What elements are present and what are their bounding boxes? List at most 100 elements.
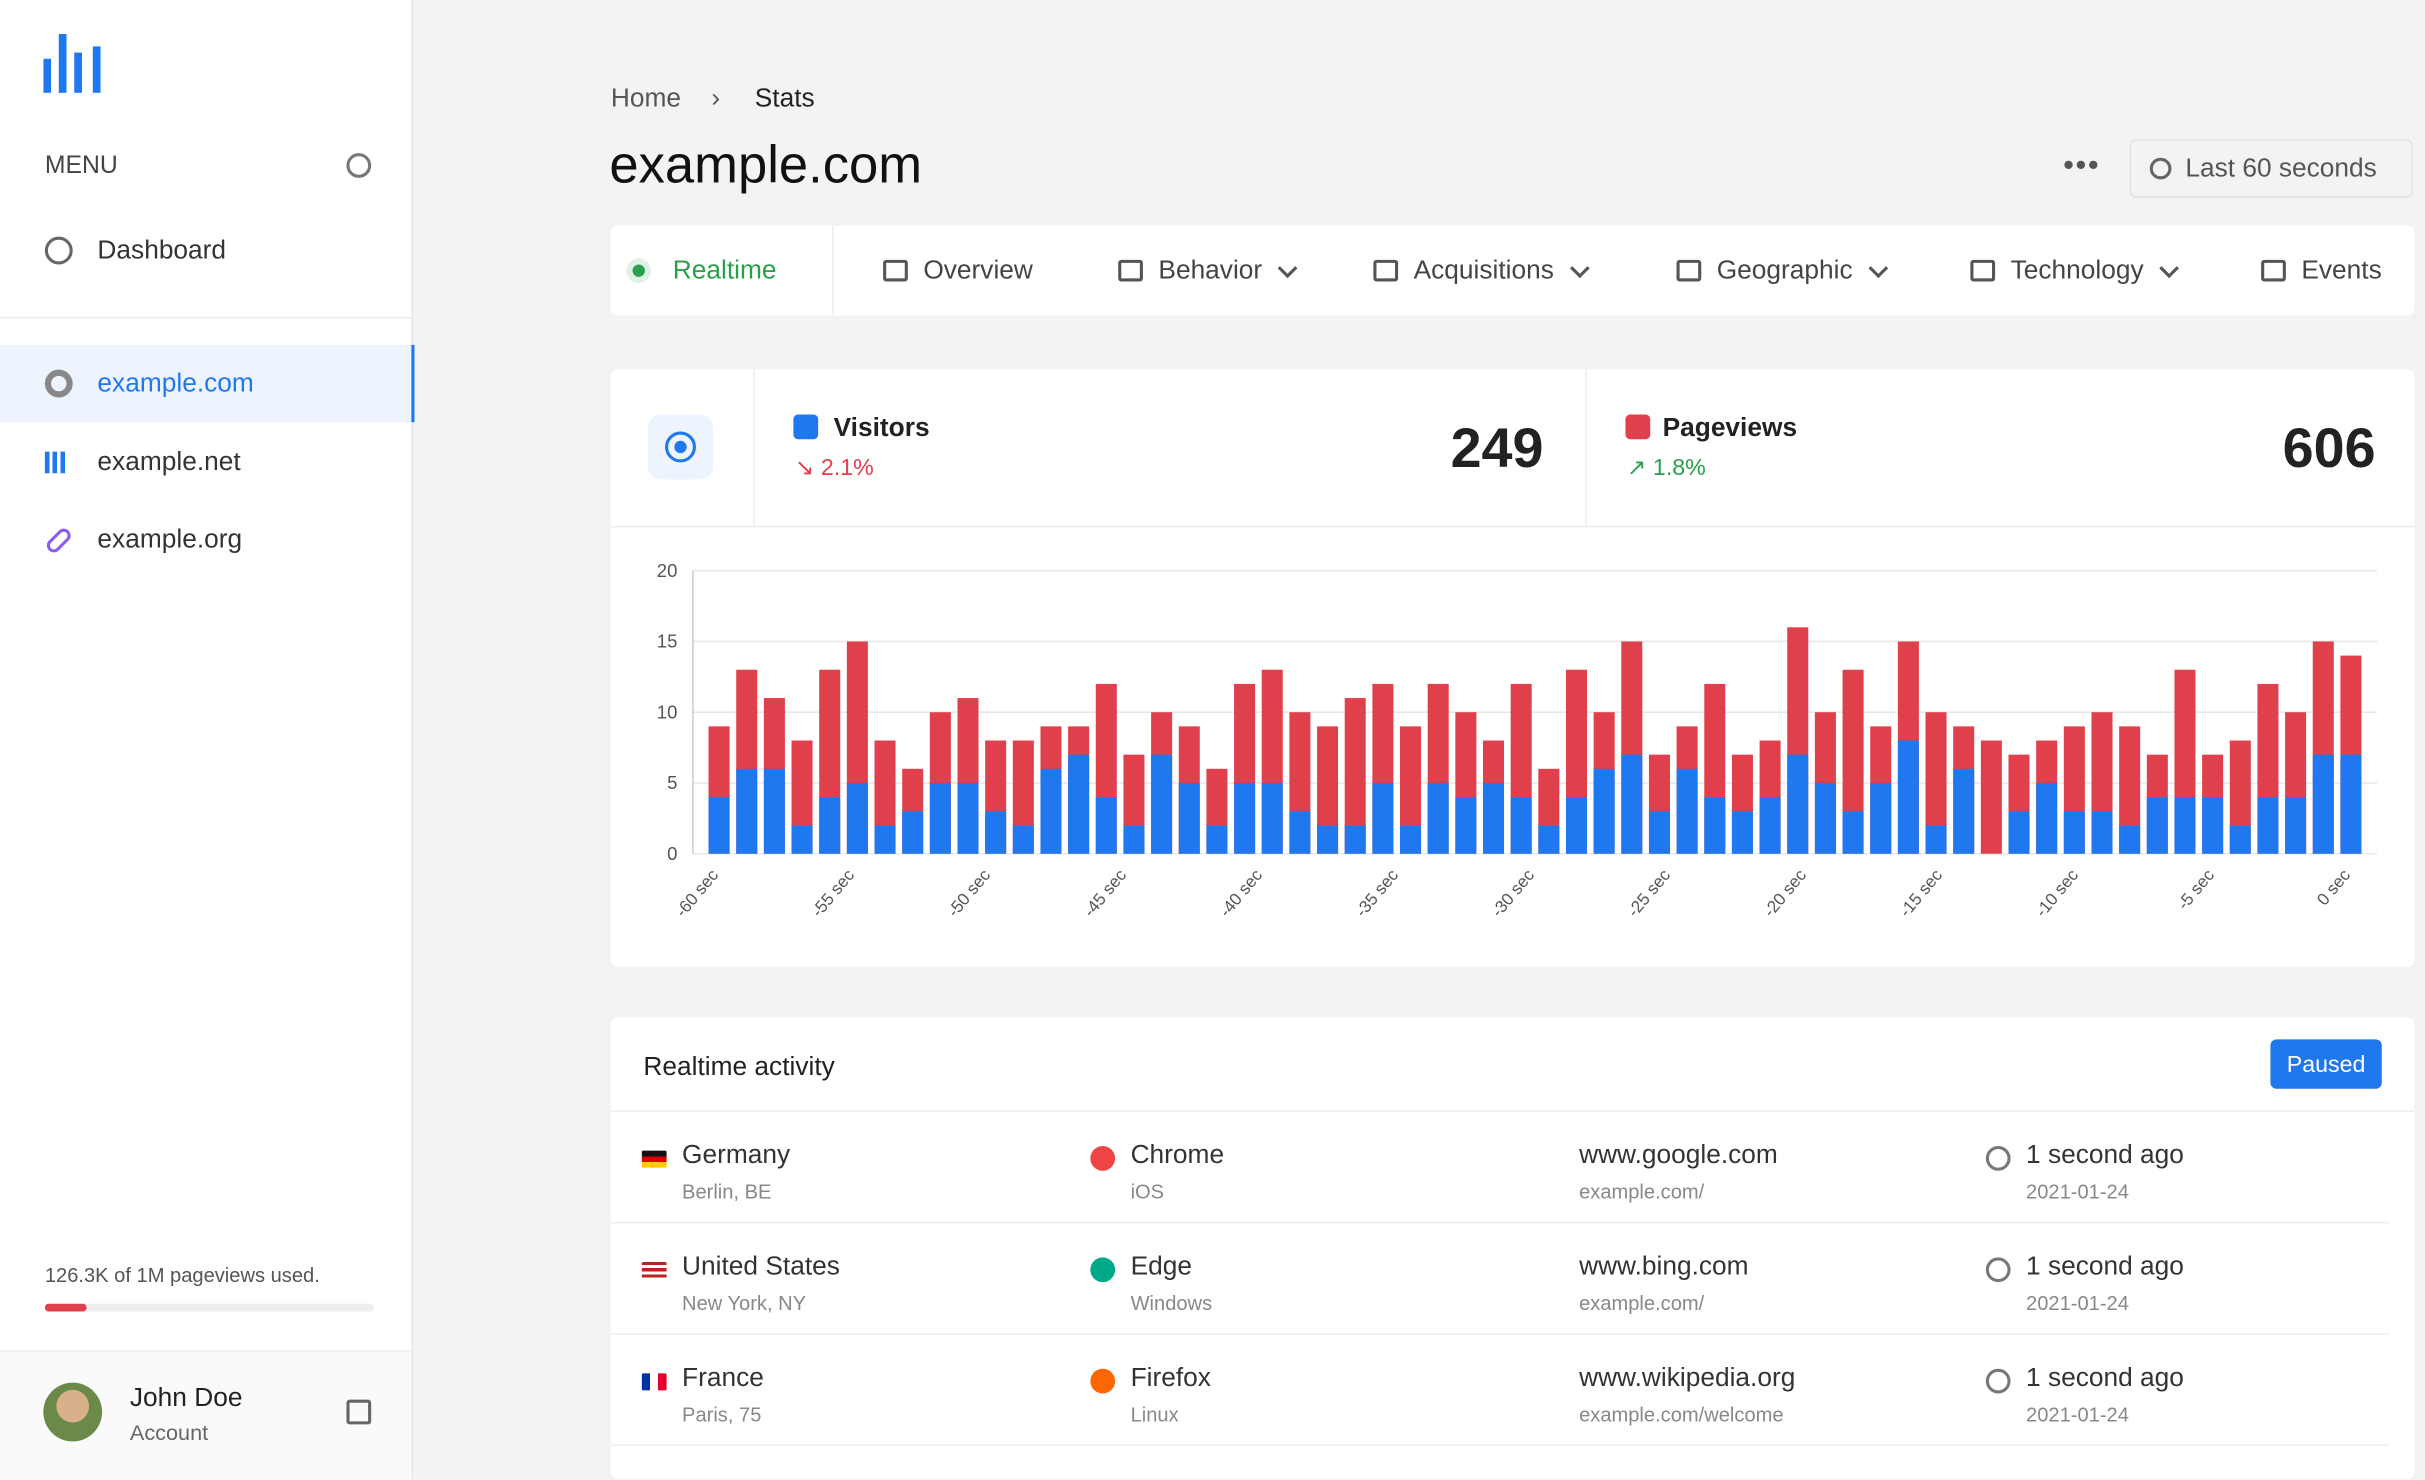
bar [1953, 768, 1975, 854]
range-label: Last 60 seconds [2185, 153, 2377, 183]
os: Linux [1130, 1402, 1179, 1426]
tab[interactable]: Events [2261, 226, 2382, 316]
path[interactable]: example.com/welcome [1579, 1402, 1784, 1426]
bar [1814, 782, 1836, 854]
referrer[interactable]: www.bing.com [1579, 1251, 1749, 1281]
tab-icon [883, 259, 908, 282]
tab-icon [2261, 259, 2286, 282]
tab-bar [610, 225, 2415, 316]
stat-value: 249 [1450, 416, 1544, 480]
cell-browser: Firefox Linux [1131, 1363, 1211, 1426]
bar [874, 825, 896, 854]
tab[interactable]: Behavior [1118, 226, 1298, 316]
bar [2119, 726, 2141, 854]
stat-label: Visitors [833, 412, 930, 443]
range-button[interactable]: Last 60 seconds [2129, 139, 2413, 198]
x-tick-label: -55 sec [808, 865, 859, 920]
bar [1455, 797, 1477, 854]
tab-icon [1373, 259, 1399, 282]
nav-item[interactable]: Dashboard [0, 212, 411, 289]
bar [1289, 811, 1311, 854]
realtime-icon-box [610, 369, 755, 528]
y-tick-label: 15 [657, 631, 678, 652]
cell-referrer: www.bing.com example.com/ [1579, 1251, 1749, 1314]
chevron [1868, 257, 1889, 278]
browser-icon [1090, 1257, 1116, 1283]
logout-icon[interactable] [346, 1399, 372, 1425]
chevron [1277, 257, 1298, 278]
referrer-icon [1539, 1257, 1564, 1282]
bar [1842, 811, 1864, 854]
stat-label: Pageviews [1662, 412, 1798, 443]
more-button[interactable]: ••• [2063, 148, 2101, 183]
referrer[interactable]: www.wikipedia.org [1579, 1362, 1796, 1392]
site-item[interactable]: example.com [0, 344, 415, 423]
tab-icon [1118, 259, 1143, 282]
stats-card [610, 369, 2415, 967]
bar [1648, 811, 1670, 854]
cell-referrer: www.google.com example.com/ [1579, 1140, 1778, 1203]
user-name: John Doe [129, 1382, 243, 1413]
usage-text: 126.3K of 1M pageviews used. [44, 1263, 320, 1287]
breadcrumb-item[interactable]: Home [610, 83, 682, 113]
bar [736, 768, 758, 854]
nav-label: Dashboard [97, 235, 227, 265]
bar [902, 811, 924, 854]
y-tick-label: 20 [657, 560, 678, 581]
time-icon [1985, 1368, 2011, 1394]
date: 2021-01-24 [2026, 1291, 2129, 1315]
bar [2008, 811, 2030, 854]
cell-referrer: www.wikipedia.org example.com/welcome [1579, 1363, 1795, 1426]
site-item[interactable]: example.org [0, 501, 411, 578]
theme-icon[interactable] [346, 153, 372, 178]
bar [1372, 782, 1394, 854]
bar [2036, 782, 2058, 854]
tab[interactable]: Overview [883, 226, 1033, 316]
x-tick-label: -30 sec [1488, 865, 1539, 920]
stat-value: 606 [2282, 416, 2376, 480]
bar [1565, 797, 1587, 854]
bar [1842, 669, 1864, 854]
time: 1 second ago [2026, 1251, 2184, 1281]
referrer[interactable]: www.google.com [1579, 1139, 1778, 1170]
activity-row: Germany Berlin, BE Chrome iOS www.google.com… [610, 1112, 2390, 1224]
bar [1234, 782, 1256, 854]
tab-label: Technology [2010, 255, 2144, 285]
bar [2174, 797, 2196, 854]
country-icon [641, 1373, 667, 1391]
bar [708, 797, 730, 854]
bar [1344, 698, 1366, 854]
cell-time: 1 second ago 2021-01-24 [2026, 1251, 2184, 1314]
bar [1012, 740, 1034, 854]
tab-label: Realtime [672, 255, 777, 285]
breadcrumb-item: Stats [754, 83, 815, 113]
bar [1925, 825, 1947, 854]
bar [763, 768, 785, 854]
bar [2146, 797, 2168, 854]
tab[interactable]: Technology [1970, 226, 2179, 316]
tab-divider [832, 225, 834, 316]
bar [791, 740, 813, 854]
os: Windows [1130, 1291, 1213, 1315]
bar [2257, 797, 2279, 854]
bar [2202, 797, 2224, 854]
paused-button[interactable]: Paused [2270, 1039, 2382, 1089]
cell-country: United States New York, NY [682, 1251, 840, 1314]
activity-title: Realtime activity [643, 1051, 835, 1082]
tab[interactable]: Realtime [632, 226, 777, 316]
site-item[interactable]: example.net [0, 424, 411, 501]
bar [1621, 754, 1643, 854]
x-tick-label: -45 sec [1080, 865, 1131, 920]
sidebar: MENU Dashboard example.com example.net e… [0, 0, 415, 1480]
path[interactable]: example.com/ [1579, 1180, 1705, 1204]
chart: 0 5 10 15 20 -60 sec -55 sec -50 sec -45 sec -40 … [657, 560, 2378, 921]
tab[interactable]: Acquisitions [1373, 226, 1590, 316]
cell-country: Germany Berlin, BE [682, 1140, 790, 1203]
bar [1400, 726, 1422, 854]
tab[interactable]: Geographic [1676, 226, 1889, 316]
bar [929, 782, 951, 854]
path[interactable]: example.com/ [1579, 1291, 1705, 1315]
cell-time: 1 second ago 2021-01-24 [2026, 1363, 2184, 1426]
bar [985, 811, 1007, 854]
os: iOS [1130, 1180, 1165, 1204]
